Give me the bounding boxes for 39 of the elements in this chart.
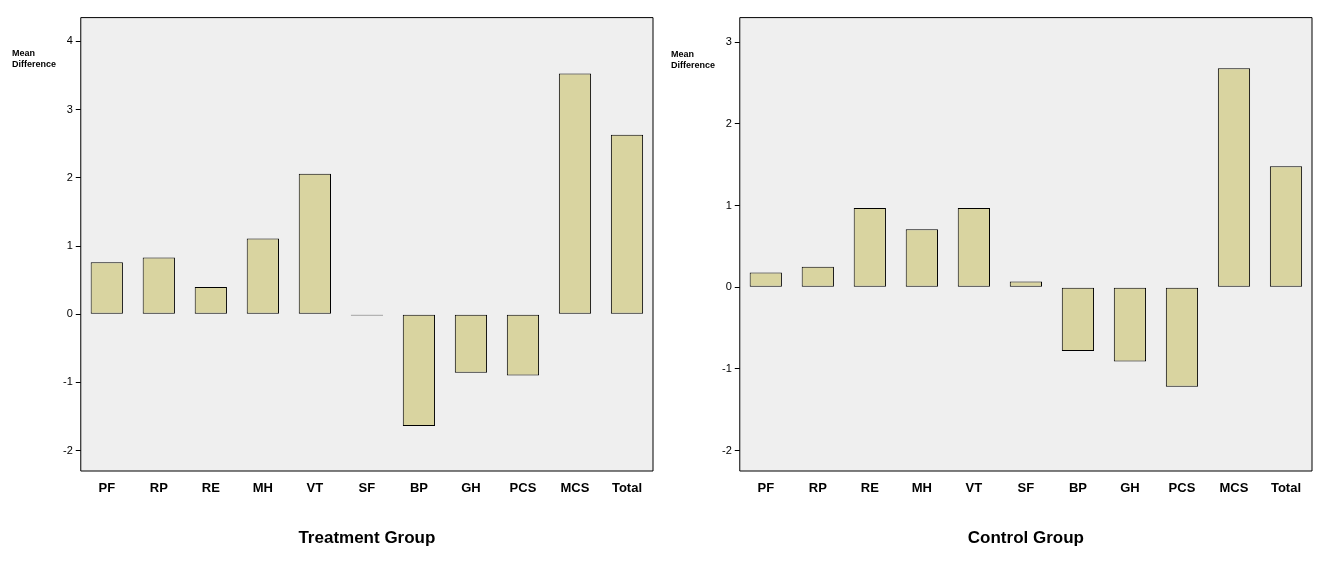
x-tick-label: Total	[611, 480, 643, 496]
x-tick-label: MH	[252, 480, 273, 496]
x-tick-label: VT	[306, 480, 324, 496]
x-tick-label: VT	[965, 480, 983, 496]
y-tick-label: 2	[725, 116, 732, 129]
x-tick-label: RP	[808, 480, 828, 496]
x-tick-label: BP	[1068, 480, 1088, 496]
y-tick-label: 3	[725, 35, 732, 48]
x-tick-label: MH	[911, 480, 932, 496]
y-tick-label: 2	[66, 170, 73, 183]
y-tick-label: 4	[66, 34, 73, 47]
y-axis-title: Mean Difference	[671, 49, 716, 71]
y-tick-label: -1	[722, 361, 732, 374]
x-tick-label: Total	[1270, 480, 1302, 496]
y-axis-title: Mean Difference	[12, 48, 57, 70]
x-tick-label: RE	[201, 480, 221, 496]
x-tick-label: RP	[149, 480, 169, 496]
x-tick-label: SF	[1017, 480, 1035, 496]
x-tick-label: MCS	[1219, 480, 1249, 496]
x-tick-label: PF	[757, 480, 775, 496]
x-tick-label: RE	[860, 480, 880, 496]
x-axis-title: Treatment Group	[298, 528, 436, 548]
x-tick-label: GH	[461, 480, 481, 496]
y-tick-label: 1	[66, 239, 73, 252]
y-tick-label: 1	[725, 198, 732, 211]
y-tick-label: 3	[66, 102, 73, 115]
x-tick-label: GH	[1120, 480, 1140, 496]
x-tick-label: PCS	[1168, 480, 1196, 496]
x-axis-title: Control Group	[967, 528, 1084, 548]
x-tick-label: BP	[409, 480, 429, 496]
y-tick-label: 0	[66, 307, 73, 320]
x-tick-label: MCS	[560, 480, 590, 496]
y-tick-label: -2	[722, 443, 732, 456]
x-tick-label: PF	[98, 480, 116, 496]
y-tick-label: 0	[725, 280, 732, 293]
y-tick-label: -2	[63, 443, 73, 456]
y-tick-label: -1	[63, 375, 73, 388]
x-tick-label: SF	[358, 480, 376, 496]
x-tick-label: PCS	[509, 480, 537, 496]
